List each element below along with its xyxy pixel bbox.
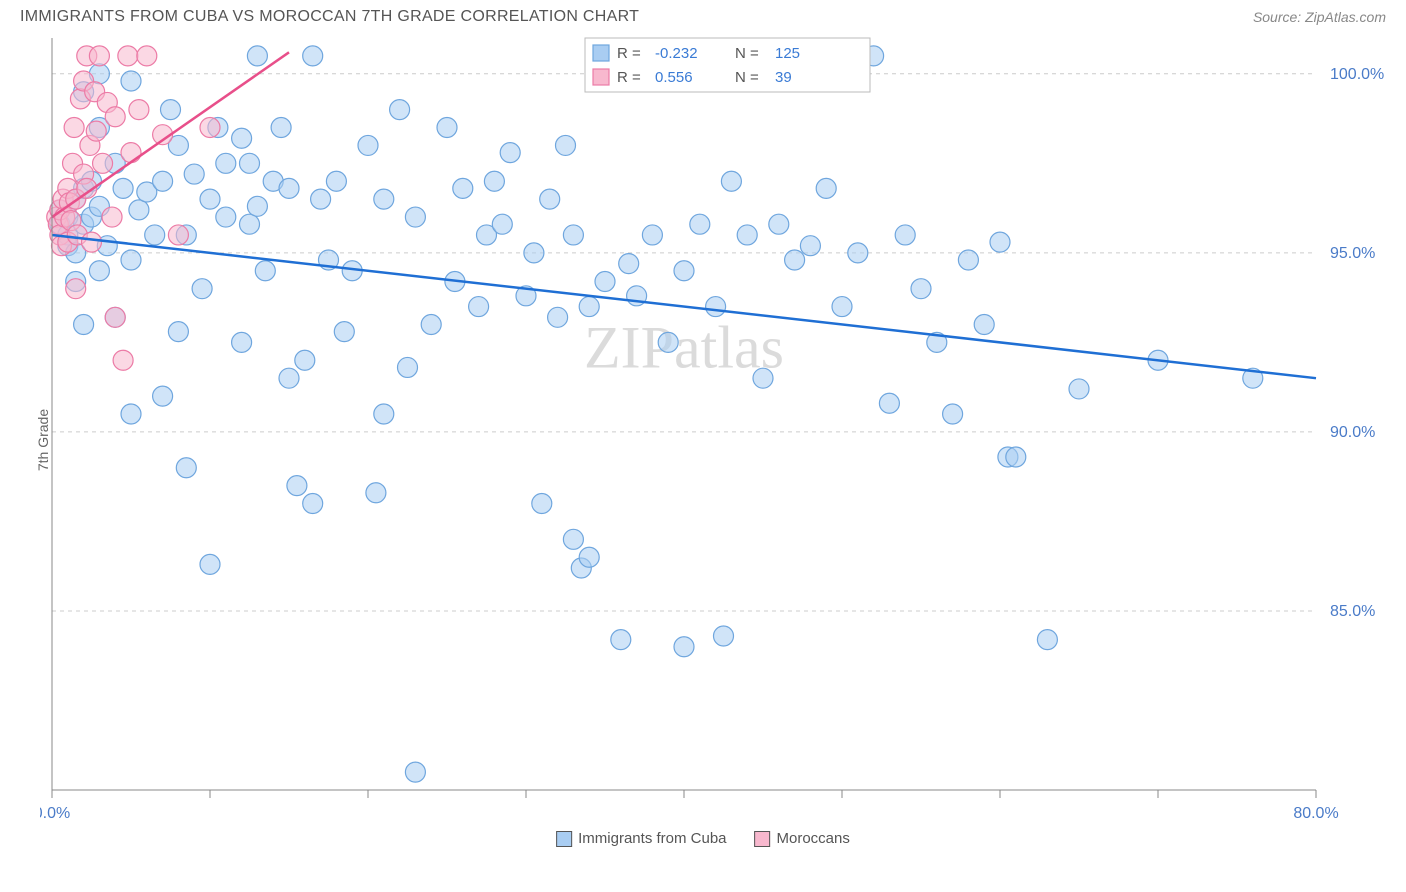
svg-text:95.0%: 95.0% bbox=[1330, 245, 1375, 262]
svg-text:100.0%: 100.0% bbox=[1330, 66, 1384, 83]
svg-text:39: 39 bbox=[775, 69, 792, 86]
scatter-chart: ZIPatlas 0.0% 80.0% 85.0% 90.0% 95.0% 100.0% R … bbox=[40, 30, 1406, 850]
svg-text:0.0%: 0.0% bbox=[40, 805, 70, 822]
svg-text:R =: R = bbox=[617, 45, 641, 62]
legend-swatch-pink bbox=[755, 831, 771, 847]
legend-label-cuba: Immigrants from Cuba bbox=[578, 830, 726, 847]
legend-item-cuba: Immigrants from Cuba bbox=[556, 830, 726, 847]
svg-text:-0.232: -0.232 bbox=[655, 45, 698, 62]
svg-text:ZIPatlas: ZIPatlas bbox=[584, 314, 784, 380]
svg-text:125: 125 bbox=[775, 45, 800, 62]
svg-text:85.0%: 85.0% bbox=[1330, 603, 1375, 620]
svg-text:80.0%: 80.0% bbox=[1293, 805, 1338, 822]
svg-text:0.556: 0.556 bbox=[655, 69, 693, 86]
svg-text:N =: N = bbox=[735, 45, 759, 62]
bottom-legend: Immigrants from Cuba Moroccans bbox=[556, 830, 850, 847]
svg-text:R =: R = bbox=[617, 69, 641, 86]
source-label: Source: ZipAtlas.com bbox=[1253, 9, 1386, 25]
legend-swatch-blue bbox=[556, 831, 572, 847]
svg-text:90.0%: 90.0% bbox=[1330, 424, 1375, 441]
legend-label-moroccans: Moroccans bbox=[777, 830, 850, 847]
chart-container: 7th Grade ZIPatlas0.0%80.0%85.0%90.0%95.… bbox=[0, 30, 1406, 850]
chart-title: IMMIGRANTS FROM CUBA VS MOROCCAN 7TH GRA… bbox=[20, 8, 639, 26]
svg-text:N =: N = bbox=[735, 69, 759, 86]
legend-item-moroccans: Moroccans bbox=[755, 830, 850, 847]
